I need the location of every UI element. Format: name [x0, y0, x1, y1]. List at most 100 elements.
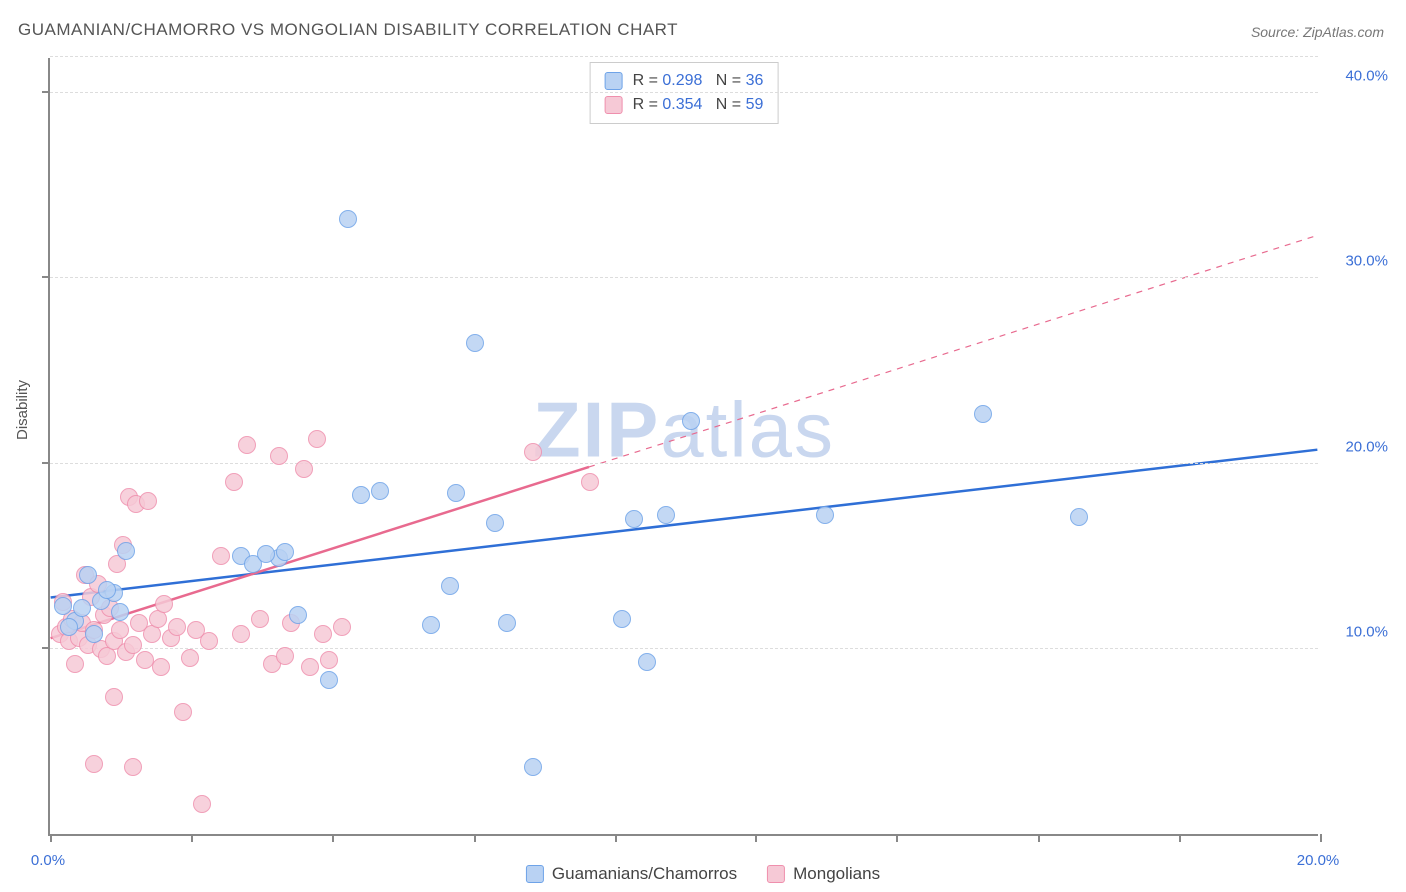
x-tick: [1179, 834, 1181, 842]
legend-item: Mongolians: [767, 864, 880, 884]
watermark-light: atlas: [660, 386, 835, 474]
scatter-point: [441, 577, 459, 595]
legend-label: Mongolians: [793, 864, 880, 884]
chart-title: GUAMANIAN/CHAMORRO VS MONGOLIAN DISABILI…: [18, 20, 678, 40]
scatter-point: [816, 506, 834, 524]
scatter-point: [314, 625, 332, 643]
scatter-point: [422, 616, 440, 634]
watermark-bold: ZIP: [533, 386, 660, 474]
scatter-point: [657, 506, 675, 524]
y-tick-label: 10.0%: [1328, 623, 1388, 640]
scatter-point: [85, 755, 103, 773]
legend-row: R = 0.354 N = 59: [605, 93, 764, 117]
series-legend: Guamanians/Chamorros Mongolians: [526, 864, 880, 884]
x-tick: [615, 834, 617, 842]
y-tick: [42, 91, 50, 93]
legend-swatch: [767, 865, 785, 883]
source-prefix: Source:: [1251, 24, 1303, 40]
scatter-point: [466, 334, 484, 352]
gridline-horizontal: [50, 92, 1318, 93]
scatter-point: [174, 703, 192, 721]
scatter-point: [152, 658, 170, 676]
legend-swatch: [605, 96, 623, 114]
scatter-point: [232, 625, 250, 643]
scatter-point: [257, 545, 275, 563]
scatter-point: [276, 543, 294, 561]
scatter-point: [333, 618, 351, 636]
scatter-point: [212, 547, 230, 565]
scatter-point: [54, 597, 72, 615]
legend-label: Guamanians/Chamorros: [552, 864, 737, 884]
scatter-point: [193, 795, 211, 813]
legend-stats: R = 0.298 N = 36: [633, 69, 764, 93]
scatter-point: [251, 610, 269, 628]
legend-swatch: [605, 72, 623, 90]
x-tick: [191, 834, 193, 842]
scatter-point: [524, 758, 542, 776]
scatter-point: [339, 210, 357, 228]
legend-row: R = 0.298 N = 36: [605, 69, 764, 93]
scatter-point: [155, 595, 173, 613]
scatter-point: [974, 405, 992, 423]
scatter-point: [638, 653, 656, 671]
scatter-point: [105, 688, 123, 706]
scatter-point: [524, 443, 542, 461]
scatter-point: [613, 610, 631, 628]
scatter-point: [238, 436, 256, 454]
x-tick-label: 0.0%: [31, 852, 65, 869]
scatter-point: [498, 614, 516, 632]
scatter-point: [581, 473, 599, 491]
legend-stats: R = 0.354 N = 59: [633, 93, 764, 117]
x-tick: [755, 834, 757, 842]
scatter-point: [181, 649, 199, 667]
scatter-point: [66, 655, 84, 673]
source-name: ZipAtlas.com: [1303, 24, 1384, 40]
scatter-point: [276, 647, 294, 665]
scatter-point: [124, 758, 142, 776]
scatter-point: [301, 658, 319, 676]
scatter-point: [352, 486, 370, 504]
scatter-point: [85, 625, 103, 643]
gridline-horizontal: [50, 463, 1318, 464]
y-tick-label: 40.0%: [1328, 68, 1388, 85]
scatter-point: [79, 566, 97, 584]
scatter-point: [295, 460, 313, 478]
gridline-horizontal: [50, 56, 1318, 57]
x-tick: [1320, 834, 1322, 842]
scatter-point: [124, 636, 142, 654]
x-tick: [1038, 834, 1040, 842]
scatter-point: [308, 430, 326, 448]
scatter-point: [486, 514, 504, 532]
scatter-point: [320, 671, 338, 689]
scatter-point: [625, 510, 643, 528]
scatter-point: [98, 581, 116, 599]
legend-item: Guamanians/Chamorros: [526, 864, 737, 884]
x-tick: [474, 834, 476, 842]
scatter-plot-area: ZIPatlas R = 0.298 N = 36R = 0.354 N = 5…: [48, 58, 1318, 836]
y-tick: [42, 276, 50, 278]
scatter-point: [111, 603, 129, 621]
x-tick: [50, 834, 52, 842]
scatter-point: [60, 618, 78, 636]
y-tick: [42, 462, 50, 464]
gridline-horizontal: [50, 277, 1318, 278]
scatter-point: [117, 542, 135, 560]
scatter-point: [168, 618, 186, 636]
y-tick-label: 20.0%: [1328, 438, 1388, 455]
scatter-point: [139, 492, 157, 510]
scatter-point: [289, 606, 307, 624]
scatter-point: [1070, 508, 1088, 526]
scatter-point: [320, 651, 338, 669]
scatter-point: [200, 632, 218, 650]
legend-swatch: [526, 865, 544, 883]
scatter-point: [111, 621, 129, 639]
x-tick: [332, 834, 334, 842]
scatter-point: [371, 482, 389, 500]
x-tick-label: 20.0%: [1297, 852, 1340, 869]
scatter-point: [447, 484, 465, 502]
y-tick: [42, 647, 50, 649]
scatter-point: [73, 599, 91, 617]
y-tick-label: 30.0%: [1328, 253, 1388, 270]
scatter-point: [225, 473, 243, 491]
scatter-point: [270, 447, 288, 465]
